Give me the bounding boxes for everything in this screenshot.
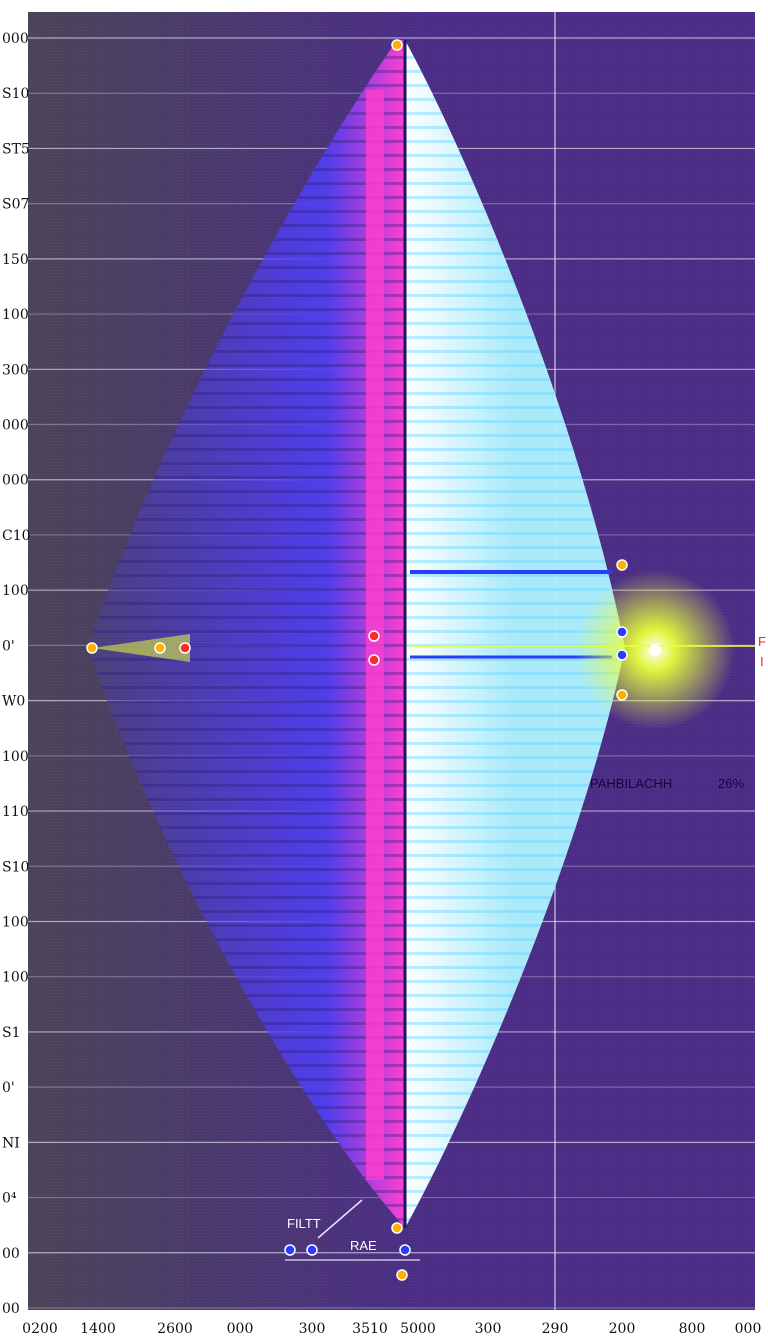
data-point: [616, 626, 628, 638]
annotation-label: I: [760, 654, 764, 669]
y-tick-label: 100: [2, 749, 29, 765]
y-tick-label: S07: [2, 197, 29, 213]
data-point: [616, 689, 628, 701]
x-tick-label: 290: [542, 1321, 569, 1337]
data-point: [368, 654, 380, 666]
data-point: [399, 1244, 411, 1256]
y-tick-label: 0⁴: [2, 1191, 17, 1207]
y-tick-label: 100: [2, 583, 29, 599]
y-tick-label: W0: [2, 694, 25, 710]
y-tick-label: 000: [2, 473, 29, 489]
y-tick-label: 110: [2, 804, 29, 820]
y-tick-label: 0': [2, 1080, 15, 1096]
data-point: [391, 39, 403, 51]
y-tick-label: 00: [2, 1246, 20, 1262]
annotation-label: PAHBILACHH: [590, 776, 672, 791]
data-point: [616, 559, 628, 571]
data-point: [86, 642, 98, 654]
annotation-label: FILTT: [287, 1216, 321, 1231]
y-tick-label: 100: [2, 307, 29, 323]
x-tick-label: 000: [735, 1321, 762, 1337]
y-tick-label: 100: [2, 914, 29, 930]
y-tick-label: C10: [2, 528, 31, 544]
markers: [86, 39, 661, 1281]
y-tick-label: ST5: [2, 141, 30, 157]
data-point: [306, 1244, 318, 1256]
annotation-label: F: [758, 634, 766, 649]
left-tip-beam: [92, 634, 190, 662]
callout-leader: [317, 1199, 363, 1239]
annotation-label: RAE: [350, 1238, 377, 1253]
y-tick-label: NI: [2, 1135, 20, 1151]
x-tick-label: 300: [299, 1321, 326, 1337]
y-tick-label: 00: [2, 1301, 20, 1317]
data-point: [616, 649, 628, 661]
x-tick-label: 300: [475, 1321, 502, 1337]
y-tick-label: 0': [2, 638, 15, 654]
y-tick-label: S10: [2, 859, 29, 875]
y-tick-label: 300: [2, 362, 29, 378]
x-tick-label: 0200: [22, 1321, 58, 1337]
y-tick-label: S10: [2, 86, 29, 102]
y-tick-label: 100: [2, 970, 29, 986]
data-point: [391, 1222, 403, 1234]
annotation-value: 26%: [718, 776, 744, 791]
data-point: [284, 1244, 296, 1256]
data-point: [154, 642, 166, 654]
x-tick-label: 3510: [352, 1321, 388, 1337]
y-tick-label: 000: [2, 418, 29, 434]
x-tick-label: 200: [609, 1321, 636, 1337]
right-area-bands: [405, 40, 625, 1228]
y-tick-label: S1: [2, 1025, 21, 1041]
x-tick-label: 5000: [400, 1321, 436, 1337]
data-point: [649, 644, 661, 656]
x-tick-label: 2600: [157, 1321, 193, 1337]
y-tick-label: 000: [2, 31, 29, 47]
data-point: [368, 630, 380, 642]
x-tick-label: 1400: [80, 1321, 116, 1337]
left-area-bands: [88, 40, 405, 1228]
x-tick-label: 000: [227, 1321, 254, 1337]
y-tick-label: 150: [2, 252, 29, 268]
data-point: [396, 1269, 408, 1281]
data-point: [179, 642, 191, 654]
x-tick-label: 800: [679, 1321, 706, 1337]
